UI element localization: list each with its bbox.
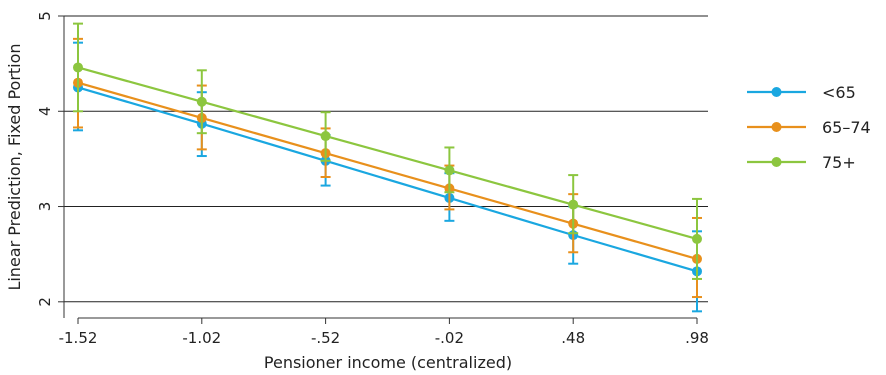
legend-swatch-marker: [771, 157, 782, 167]
legend-swatch-marker: [771, 122, 782, 132]
legend-item: 75+: [747, 153, 856, 172]
legend: <65 65–74 75+: [747, 83, 871, 172]
legend-label: 75+: [822, 153, 856, 172]
series: [73, 41, 702, 313]
x-axis-ticks: -1.52 -1.02 -.52 -.02 .48 .98: [59, 318, 709, 347]
x-tick-label: -.02: [435, 329, 464, 347]
data-point: [73, 62, 83, 73]
data-point: [692, 233, 702, 244]
gridlines: [64, 15, 708, 303]
series: [73, 22, 702, 280]
series-layer: [73, 22, 702, 313]
data-point: [568, 199, 579, 210]
x-tick-label: -1.02: [182, 329, 221, 347]
y-axis-title: Linear Prediction, Fixed Portion: [5, 43, 24, 290]
legend-swatch-marker: [771, 87, 782, 97]
x-tick-label: .48: [561, 329, 585, 347]
x-tick-label: .98: [685, 329, 709, 347]
series-line: [77, 86, 698, 273]
y-tick-label: 4: [36, 106, 54, 116]
y-axis-ticks: 2 3 4 5: [36, 11, 64, 307]
legend-item: <65: [747, 83, 856, 102]
legend-label: <65: [822, 83, 856, 102]
legend-item: 65–74: [747, 118, 871, 137]
series: [73, 37, 702, 299]
y-tick-label: 5: [36, 11, 54, 21]
legend-label: 65–74: [822, 118, 871, 137]
data-point: [320, 131, 331, 142]
x-tick-label: -1.52: [59, 329, 98, 347]
y-tick-label: 3: [36, 202, 54, 212]
data-point: [444, 165, 455, 176]
data-point: [196, 96, 207, 107]
series-line: [77, 66, 698, 240]
y-tick-label: 2: [36, 297, 54, 307]
x-axis-title: Pensioner income (centralized): [264, 353, 512, 372]
x-tick-label: -.52: [311, 329, 340, 347]
series-line: [77, 81, 698, 260]
